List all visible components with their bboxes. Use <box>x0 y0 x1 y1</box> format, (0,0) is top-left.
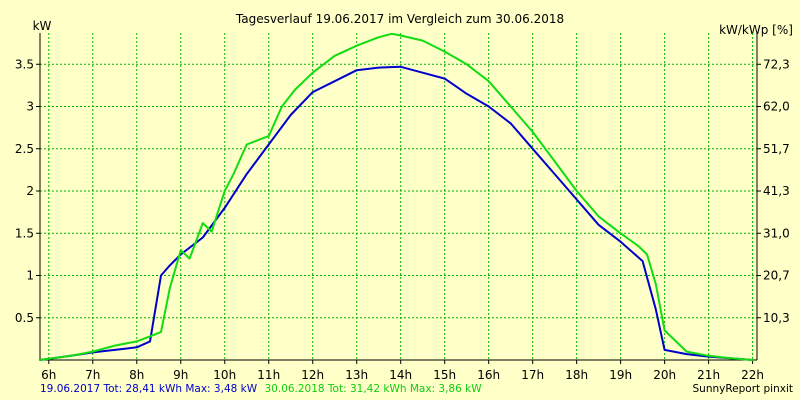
y-tick-label-right: 72,3 <box>763 57 790 71</box>
ticks: 6h 7h 8h 9h 10h 11h 12h 13h 14h 15h 16h 17h 18h 19h 20… <box>15 57 790 382</box>
y-tick-label-right: 10,3 <box>763 311 790 325</box>
footer-summary-2018: 30.06.2018 Tot: 31,42 kWh Max: 3,86 kW <box>264 383 482 395</box>
series-line-2018 <box>39 32 754 361</box>
y-tick-label-right: 41,3 <box>763 184 790 198</box>
y-tick-label-right: 31,0 <box>763 226 790 240</box>
x-tick-label: 18h <box>565 368 588 382</box>
x-tick-label: 17h <box>521 368 544 382</box>
x-tick-label: 11h <box>257 368 280 382</box>
x-tick-label: 14h <box>389 368 412 382</box>
series-group <box>39 32 754 361</box>
y-tick-label-left: 1 <box>26 269 34 283</box>
chart-title: Tagesverlauf 19.06.2017 im Vergleich zum… <box>235 12 564 26</box>
x-tick-label: 12h <box>301 368 324 382</box>
y-tick-label-right: 51,7 <box>763 142 790 156</box>
x-tick-label: 21h <box>697 368 720 382</box>
y-tick-label-left: 1.5 <box>15 226 34 240</box>
y-tick-label-left: 3 <box>26 100 34 114</box>
x-tick-label: 20h <box>653 368 676 382</box>
x-tick-label: 15h <box>433 368 456 382</box>
y-axis-label-right: kW/kWp [%] <box>719 23 793 37</box>
y-tick-label-left: 0.5 <box>15 311 34 325</box>
x-tick-label: 10h <box>213 368 236 382</box>
y-axis-label-left: kW <box>33 19 52 33</box>
x-tick-label: 22h <box>741 368 764 382</box>
y-tick-label-left: 2 <box>26 184 34 198</box>
axes <box>39 33 758 361</box>
x-tick-label: 19h <box>609 368 632 382</box>
x-tick-label: 7h <box>85 368 100 382</box>
x-tick-label: 16h <box>477 368 500 382</box>
y-tick-label-right: 62,0 <box>763 100 790 114</box>
series-line-2017 <box>39 65 754 361</box>
x-tick-label: 13h <box>345 368 368 382</box>
footer-credit: SunnyReport pinxit <box>693 383 793 395</box>
y-tick-label-right: 20,7 <box>763 269 790 283</box>
footer-summary: 19.06.2017 Tot: 28,41 kWh Max: 3,48 kW 3… <box>40 383 482 395</box>
footer-summary-2017: 19.06.2017 Tot: 28,41 kWh Max: 3,48 kW <box>40 383 258 395</box>
x-tick-label: 6h <box>41 368 56 382</box>
y-tick-label-left: 2.5 <box>15 142 34 156</box>
x-tick-label: 9h <box>173 368 188 382</box>
y-tick-label-left: 3.5 <box>15 57 34 71</box>
grid <box>40 33 757 360</box>
x-tick-label: 8h <box>129 368 144 382</box>
